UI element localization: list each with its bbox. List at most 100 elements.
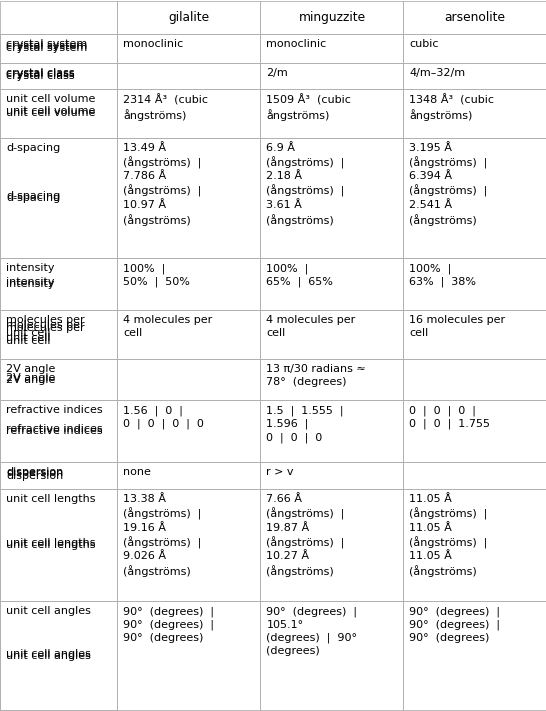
Text: 6.9 Å
(ångströms)  |
2.18 Å
(ångströms)  |
3.61 Å
(ångströms): 6.9 Å (ångströms) | 2.18 Å (ångströms) |… [266, 143, 345, 225]
Text: 100%  |
63%  |  38%: 100% | 63% | 38% [410, 263, 477, 287]
Bar [0, 89, 117, 138]
Text: crystal system: crystal system [6, 41, 87, 51]
Bar [0, 310, 117, 359]
Text: 90°  (degrees)  |
90°  (degrees)  |
90°  (degrees): 90° (degrees) | 90° (degrees) | 90° (deg… [123, 606, 215, 643]
Bar [260, 462, 403, 489]
Bar [403, 258, 546, 310]
Bar [0, 359, 117, 400]
Text: 1.5  |  1.555  |
1.596  |
0  |  0  |  0: 1.5 | 1.555 | 1.596 | 0 | 0 | 0 [266, 405, 344, 442]
Text: arsenolite: arsenolite [444, 11, 505, 23]
Text: gilalite: gilalite [168, 11, 210, 23]
Bar [0, 310, 117, 359]
Text: 4 molecules per
cell: 4 molecules per cell [266, 315, 355, 338]
Bar [117, 400, 260, 462]
Bar [117, 310, 260, 359]
Bar [117, 63, 260, 89]
Bar [0, 63, 117, 89]
Text: 2V angle: 2V angle [6, 375, 55, 385]
Text: 1.56  |  0  |
0  |  0  |  0  |  0: 1.56 | 0 | 0 | 0 | 0 | 0 [123, 405, 204, 429]
Text: monoclinic: monoclinic [123, 38, 183, 49]
Bar [0, 489, 117, 602]
Text: d-spacing: d-spacing [6, 143, 60, 153]
Bar [117, 258, 260, 310]
Bar [0, 602, 117, 710]
Bar [0, 602, 117, 710]
Text: cubic: cubic [410, 38, 439, 49]
Bar [0, 33, 117, 63]
Text: unit cell angles: unit cell angles [6, 648, 91, 658]
Bar [0, 462, 117, 489]
Bar [0, 63, 117, 89]
Text: refractive indices: refractive indices [6, 405, 103, 415]
Bar [403, 359, 546, 400]
Text: crystal class: crystal class [6, 71, 75, 81]
Text: 4/m–32/m: 4/m–32/m [410, 68, 466, 77]
Bar [403, 1, 546, 33]
Bar [0, 400, 117, 462]
Text: 11.05 Å
(ångströms)  |
11.05 Å
(ångströms)  |
11.05 Å
(ångströms): 11.05 Å (ångströms) | 11.05 Å (ångströms… [410, 494, 488, 577]
Bar [0, 258, 117, 310]
Bar [0, 359, 117, 400]
Bar [403, 33, 546, 63]
Text: 90°  (degrees)  |
90°  (degrees)  |
90°  (degrees): 90° (degrees) | 90° (degrees) | 90° (deg… [410, 606, 501, 643]
Bar [403, 489, 546, 602]
Text: 90°  (degrees)  |
105.1°
(degrees)  |  90°
(degrees): 90° (degrees) | 105.1° (degrees) | 90° (… [266, 606, 358, 656]
Bar [403, 89, 546, 138]
Bar [0, 258, 117, 310]
Bar [403, 310, 546, 359]
Bar [260, 400, 403, 462]
Text: 1509 Å³  (cubic
ångströms): 1509 Å³ (cubic ångströms) [266, 94, 351, 121]
Text: unit cell angles: unit cell angles [6, 651, 91, 661]
Text: crystal system: crystal system [6, 43, 87, 53]
Bar [0, 602, 117, 710]
Bar [0, 89, 117, 138]
Text: crystal system: crystal system [6, 38, 87, 49]
Text: refractive indices: refractive indices [6, 427, 103, 437]
Bar [260, 359, 403, 400]
Bar [117, 462, 260, 489]
Text: unit cell volume: unit cell volume [6, 94, 96, 104]
Text: 2314 Å³  (cubic
ångströms): 2314 Å³ (cubic ångströms) [123, 94, 209, 121]
Text: unit cell lengths: unit cell lengths [6, 494, 96, 504]
Text: intensity: intensity [6, 263, 55, 273]
Text: crystal class: crystal class [6, 68, 75, 77]
Text: unit cell lengths: unit cell lengths [6, 540, 96, 550]
Bar [403, 602, 546, 710]
Text: 16 molecules per
cell: 16 molecules per cell [410, 315, 506, 338]
Bar [403, 63, 546, 89]
Text: molecules per
unit cell: molecules per unit cell [6, 321, 85, 343]
Bar [0, 462, 117, 489]
Bar [117, 489, 260, 602]
Text: 13.38 Å
(ångströms)  |
19.16 Å
(ångströms)  |
9.026 Å
(ångströms): 13.38 Å (ångströms) | 19.16 Å (ångströms… [123, 494, 202, 577]
Text: 2/m: 2/m [266, 68, 288, 77]
Text: 2V angle: 2V angle [6, 364, 55, 374]
Bar [117, 359, 260, 400]
Bar [0, 489, 117, 602]
Text: intensity: intensity [6, 279, 55, 289]
Bar [260, 89, 403, 138]
Bar [0, 310, 117, 359]
Bar [260, 33, 403, 63]
Text: dispersion: dispersion [6, 467, 63, 477]
Text: none: none [123, 467, 151, 477]
Text: 100%  |
50%  |  50%: 100% | 50% | 50% [123, 263, 190, 287]
Text: 2V angle: 2V angle [6, 373, 55, 383]
Text: molecules per
unit cell: molecules per unit cell [6, 315, 85, 338]
Bar [0, 138, 117, 258]
Bar [0, 89, 117, 138]
Text: unit cell lengths: unit cell lengths [6, 538, 96, 548]
Bar [403, 138, 546, 258]
Text: 1348 Å³  (cubic
ångströms): 1348 Å³ (cubic ångströms) [410, 94, 495, 121]
Bar [0, 138, 117, 258]
Bar [0, 258, 117, 310]
Bar [260, 489, 403, 602]
Text: crystal class: crystal class [6, 68, 75, 79]
Bar [260, 1, 403, 33]
Text: unit cell volume: unit cell volume [6, 108, 96, 118]
Text: dispersion: dispersion [6, 469, 63, 479]
Bar [260, 63, 403, 89]
Bar [0, 400, 117, 462]
Bar [260, 602, 403, 710]
Text: dispersion: dispersion [6, 471, 63, 481]
Bar [117, 1, 260, 33]
